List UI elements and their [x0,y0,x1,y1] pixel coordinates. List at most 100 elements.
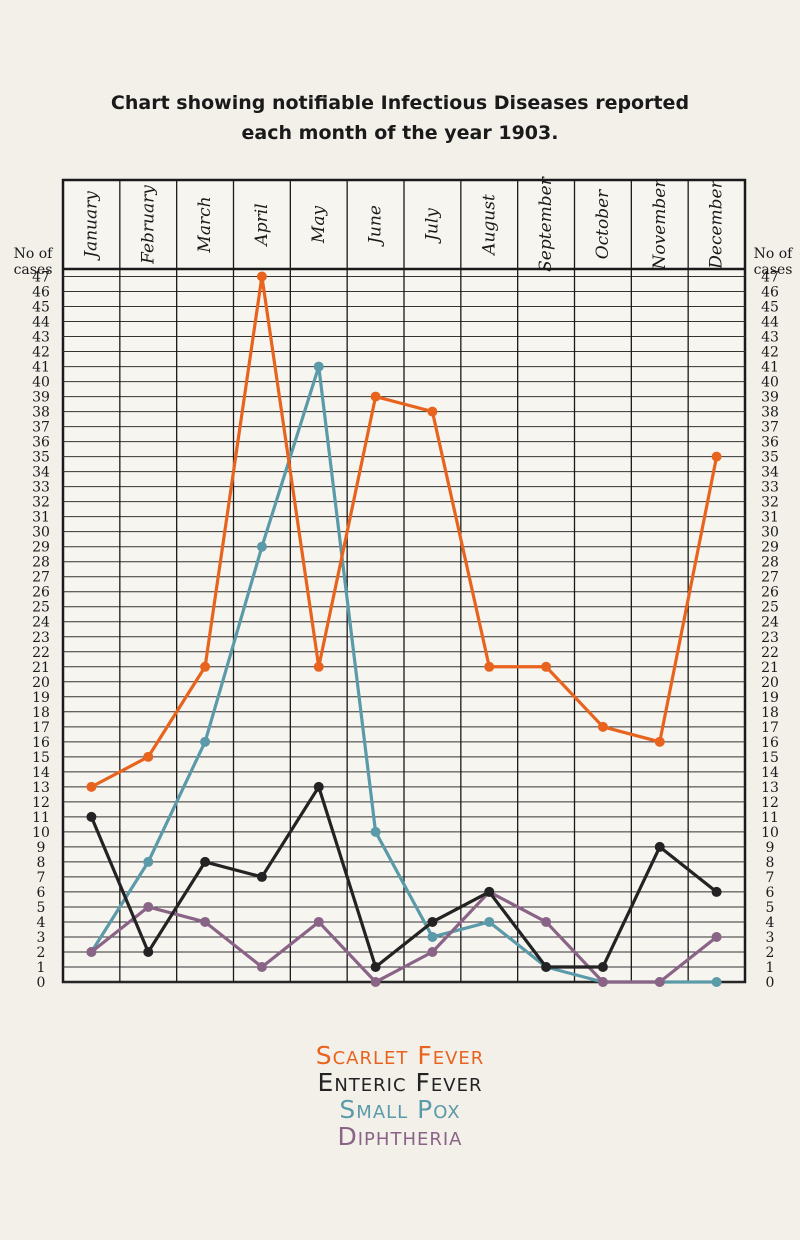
y-tick-label-right: 9 [766,840,775,856]
data-point-scarlet-fever [484,661,495,672]
y-tick-label-right: 7 [766,870,775,886]
y-tick-label-left: 19 [32,690,50,706]
y-tick-label-right: 4 [766,915,775,931]
month-label: March [195,196,215,253]
y-tick-label-left: 29 [32,540,50,556]
month-label: January [81,191,101,261]
month-label: December [707,179,727,269]
data-point-scarlet-fever [86,781,97,792]
y-tick-label-left: 6 [37,885,46,901]
data-point-diphtheria [200,916,211,927]
y-tick-label-right: 23 [761,630,779,646]
y-tick-label-left: 25 [32,600,50,616]
y-tick-label-right: 1 [766,960,775,976]
y-tick-label-left: 40 [32,375,50,391]
y-tick-label-left: 14 [32,765,50,781]
data-point-small-pox [256,541,267,552]
y-tick-label-right: 34 [761,465,779,481]
y-tick-label-left: 31 [32,510,50,526]
data-point-enteric-fever [711,886,722,897]
y-tick-label-left: 28 [32,555,50,571]
data-point-diphtheria [256,961,267,972]
data-point-scarlet-fever [711,451,722,462]
data-point-diphtheria [711,931,722,942]
data-point-small-pox [711,977,722,987]
y-tick-label-right: 21 [761,660,779,676]
y-tick-label-right: 46 [761,285,779,301]
chart-title-line-2: each month of the year 1903. [241,122,559,144]
data-point-small-pox [143,856,154,867]
series-line-enteric-fever [89,785,718,969]
data-point-diphtheria [541,916,552,927]
y-axis-title-left-line-1: No of [14,246,55,262]
series-line-scarlet-fever [90,274,719,789]
data-point-enteric-fever [256,871,267,882]
y-tick-label-left: 24 [32,615,50,631]
month-header: January February March April May June July Augu… [81,176,726,272]
legend-item-small-pox: Small Pox [339,1095,461,1124]
y-tick-label-right: 41 [761,360,779,376]
series-diphtheria [86,886,722,987]
y-tick-label-left: 34 [32,465,50,481]
data-point-scarlet-fever [370,391,381,402]
month-label: September [536,176,556,272]
data-point-diphtheria [370,977,381,987]
y-tick-label-left: 22 [32,645,50,661]
data-point-scarlet-fever [597,721,608,732]
data-point-scarlet-fever [143,751,154,762]
y-tick-label-left: 11 [32,810,50,826]
data-point-small-pox [484,916,495,927]
series-enteric-fever [86,781,722,972]
series-lines [86,271,722,987]
y-tick-label-right: 45 [761,300,779,316]
y-tick-label-right: 35 [761,450,779,466]
y-tick-label-left: 2 [37,945,46,961]
y-tick-label-left: 47 [32,270,50,286]
y-tick-label-right: 32 [761,495,779,511]
data-point-scarlet-fever [256,271,267,282]
y-tick-label-left: 26 [32,585,50,601]
y-tick-label-left: 20 [32,675,50,691]
y-tick-label-left: 23 [32,630,50,646]
data-point-scarlet-fever [200,661,211,672]
y-tick-label-left: 37 [32,420,50,436]
y-axis-title-right-line-2: cases [754,262,793,278]
data-point-diphtheria [313,916,324,927]
y-tick-label-right: 42 [761,345,779,361]
y-tick-label-right: 13 [761,780,779,796]
y-tick-label-right: 15 [761,750,779,766]
data-point-diphtheria [597,977,608,987]
data-point-enteric-fever [143,946,154,957]
y-tick-label-right: 29 [761,540,779,556]
y-tick-label-right: 16 [761,735,779,751]
y-tick-label-right: 8 [766,855,775,871]
data-point-scarlet-fever [313,661,324,672]
y-axis-title-left-line-2: cases [14,262,53,278]
y-tick-label-right: 40 [761,375,779,391]
data-point-scarlet-fever [541,661,552,672]
series-scarlet-fever [86,271,722,792]
y-tick-label-right: 18 [761,705,779,721]
y-tick-label-left: 13 [32,780,50,796]
y-tick-label-right: 38 [761,405,779,421]
y-tick-label-left: 42 [32,345,50,361]
y-tick-label-left: 44 [32,315,50,331]
y-tick-label-right: 0 [766,975,775,991]
y-tick-label-left: 17 [32,720,50,736]
y-tick-label-right: 3 [766,930,775,946]
y-tick-label-left: 41 [32,360,50,376]
y-tick-label-right: 10 [761,825,779,841]
data-point-enteric-fever [427,916,438,927]
y-tick-label-left: 39 [32,390,50,406]
y-tick-label-right: 6 [766,885,775,901]
month-label: November [650,179,670,271]
y-tick-label-right: 28 [761,555,779,571]
y-tick-label-left: 4 [37,915,46,931]
y-tick-label-right: 39 [761,390,779,406]
y-tick-label-left: 12 [32,795,50,811]
data-point-small-pox [200,736,211,747]
data-point-diphtheria [86,946,97,957]
data-point-enteric-fever [597,961,608,972]
chart-grid [61,178,747,984]
